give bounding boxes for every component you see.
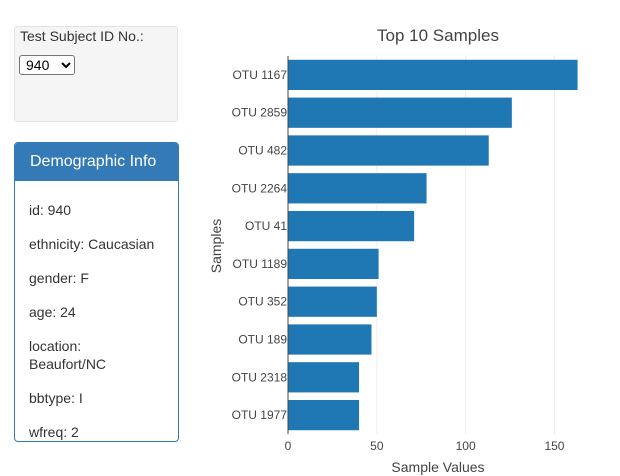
chart-bar[interactable]	[288, 362, 360, 393]
chart-y-tick-label: OTU 2318	[232, 370, 288, 384]
demographic-gender: gender: F	[29, 270, 89, 286]
demographic-panel-body: id: 940 ethnicity: Caucasian gender: F a…	[15, 181, 178, 441]
chart-y-tick-label: OTU 2264	[232, 181, 288, 195]
chart-y-tick-label: OTU 189	[238, 333, 287, 347]
chart-y-tick-label: OTU 2859	[232, 106, 288, 120]
chart-y-tick-label: OTU 482	[238, 144, 287, 158]
subject-selector-label: Test Subject ID No.:	[20, 28, 144, 44]
demographic-bbtype: bbtype: I	[29, 390, 83, 406]
chart-bar[interactable]	[288, 210, 415, 242]
demographic-id: id: 940	[29, 202, 72, 218]
demographic-wfreq: wfreq: 2	[29, 424, 79, 440]
chart-x-axis-label: Sample Values	[391, 459, 484, 475]
chart-x-tick-label: 0	[285, 439, 292, 453]
chart-x-tick-label: 150	[544, 439, 564, 453]
chart-y-tick-label: OTU 1189	[233, 257, 288, 271]
demographic-panel-heading: Demographic Info	[15, 143, 178, 181]
chart-y-tick-label: OTU 352	[238, 295, 287, 309]
top-samples-chart: OTU 1167 OTU 2859 OTU 482 OTU 2264 OTU 41 OTU…	[208, 26, 578, 475]
chart-y-tick-labels: OTU 1167 OTU 2859 OTU 482 OTU 2264 OTU 41 OTU…	[232, 68, 288, 422]
chart-y-tick-label: OTU 1977	[232, 408, 288, 422]
demographic-age: age: 24	[29, 304, 76, 320]
chart-bar[interactable]	[288, 399, 360, 431]
subject-id-select[interactable]: 940	[19, 55, 75, 75]
chart-y-tick-label: OTU 1167	[233, 68, 288, 82]
chart-bar[interactable]	[288, 97, 512, 128]
demographic-location: location: Beaufort/NC	[29, 338, 107, 372]
chart-bar[interactable]	[288, 286, 377, 317]
chart-y-tick-label: OTU 41	[245, 219, 287, 233]
chart-bars	[288, 59, 578, 431]
chart-bar[interactable]	[288, 324, 372, 355]
chart-y-axis-label: Samples	[208, 219, 224, 273]
chart-bar[interactable]	[288, 135, 489, 166]
chart-bar[interactable]	[288, 248, 379, 280]
demographic-ethnicity: ethnicity: Caucasian	[29, 236, 155, 252]
chart-bar[interactable]	[288, 173, 427, 204]
chart-x-tick-label: 50	[370, 439, 384, 453]
chart-x-tick-label: 100	[456, 439, 476, 453]
chart-bar[interactable]	[288, 59, 578, 91]
chart-x-tick-labels: 0 50 100 150	[285, 439, 565, 453]
demographic-panel: Demographic Info id: 940 ethnicity: Cauc…	[14, 142, 179, 442]
chart-title: Top 10 Samples	[377, 26, 499, 45]
